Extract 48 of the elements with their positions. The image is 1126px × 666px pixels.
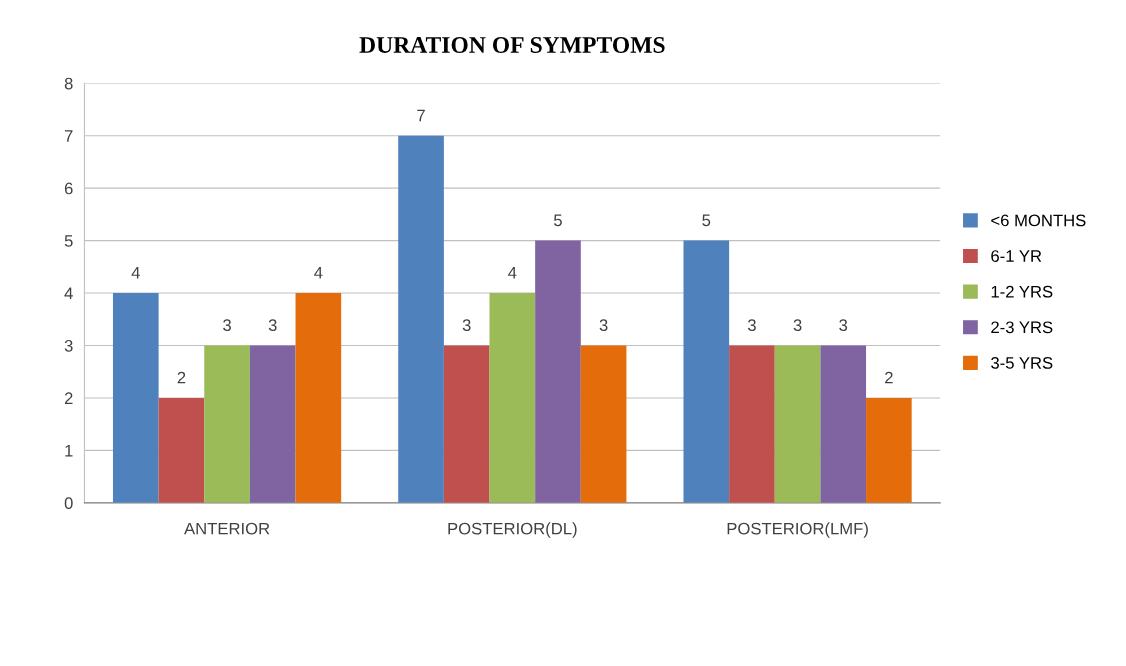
y-tick-label: 1 [65,444,73,457]
legend-label: 3-5 YRS [991,357,1053,369]
bar [443,345,490,503]
bar [774,345,821,503]
bar [683,240,730,503]
data-label: 3 [599,319,608,332]
data-label: 4 [314,267,323,279]
y-tick-label: 8 [64,77,73,90]
bar [204,345,250,503]
data-label: 4 [131,267,140,279]
bar [535,240,581,503]
bar [249,345,296,503]
data-label: 3 [793,319,802,332]
legend-label: <6 MONTHS [991,214,1086,227]
bar [295,293,342,503]
y-tick-label: 3 [64,339,73,352]
legend-label: 2-3 YRS [991,321,1053,334]
bar [112,293,159,503]
data-label: 3 [223,319,231,332]
data-label: 3 [462,319,471,332]
data-label: 3 [268,319,277,332]
chart-title: DURATION OF SYMPTOMS [359,37,665,53]
bar [580,345,627,503]
x-tick-label: POSTERIOR(LMF) [727,522,868,538]
data-label: 7 [417,109,425,122]
bar [489,293,536,503]
bar [866,397,912,503]
y-tick-label: 4 [64,287,73,300]
bar [398,135,444,503]
bar [820,345,867,503]
x-tick-label: POSTERIOR(DL) [448,522,577,538]
data-label: 4 [508,267,517,279]
y-tick-label: 7 [64,130,73,142]
data-label: 5 [702,214,711,227]
y-tick-label: 2 [64,392,73,404]
bar [729,345,775,503]
legend-label: 6-1 YR [991,250,1042,262]
data-label: 3 [747,319,756,332]
data-label: 3 [839,319,848,332]
y-tick-label: 5 [64,235,73,247]
x-tick-label: ANTERIOR [184,522,270,535]
bar [158,397,205,503]
legend-label: 1-2 YRS [991,285,1053,298]
y-tick-label: 6 [64,182,73,195]
y-tick-label: 0 [64,497,73,510]
data-label: 5 [554,214,562,227]
data-label: 2 [177,371,186,384]
data-label: 2 [885,371,893,384]
